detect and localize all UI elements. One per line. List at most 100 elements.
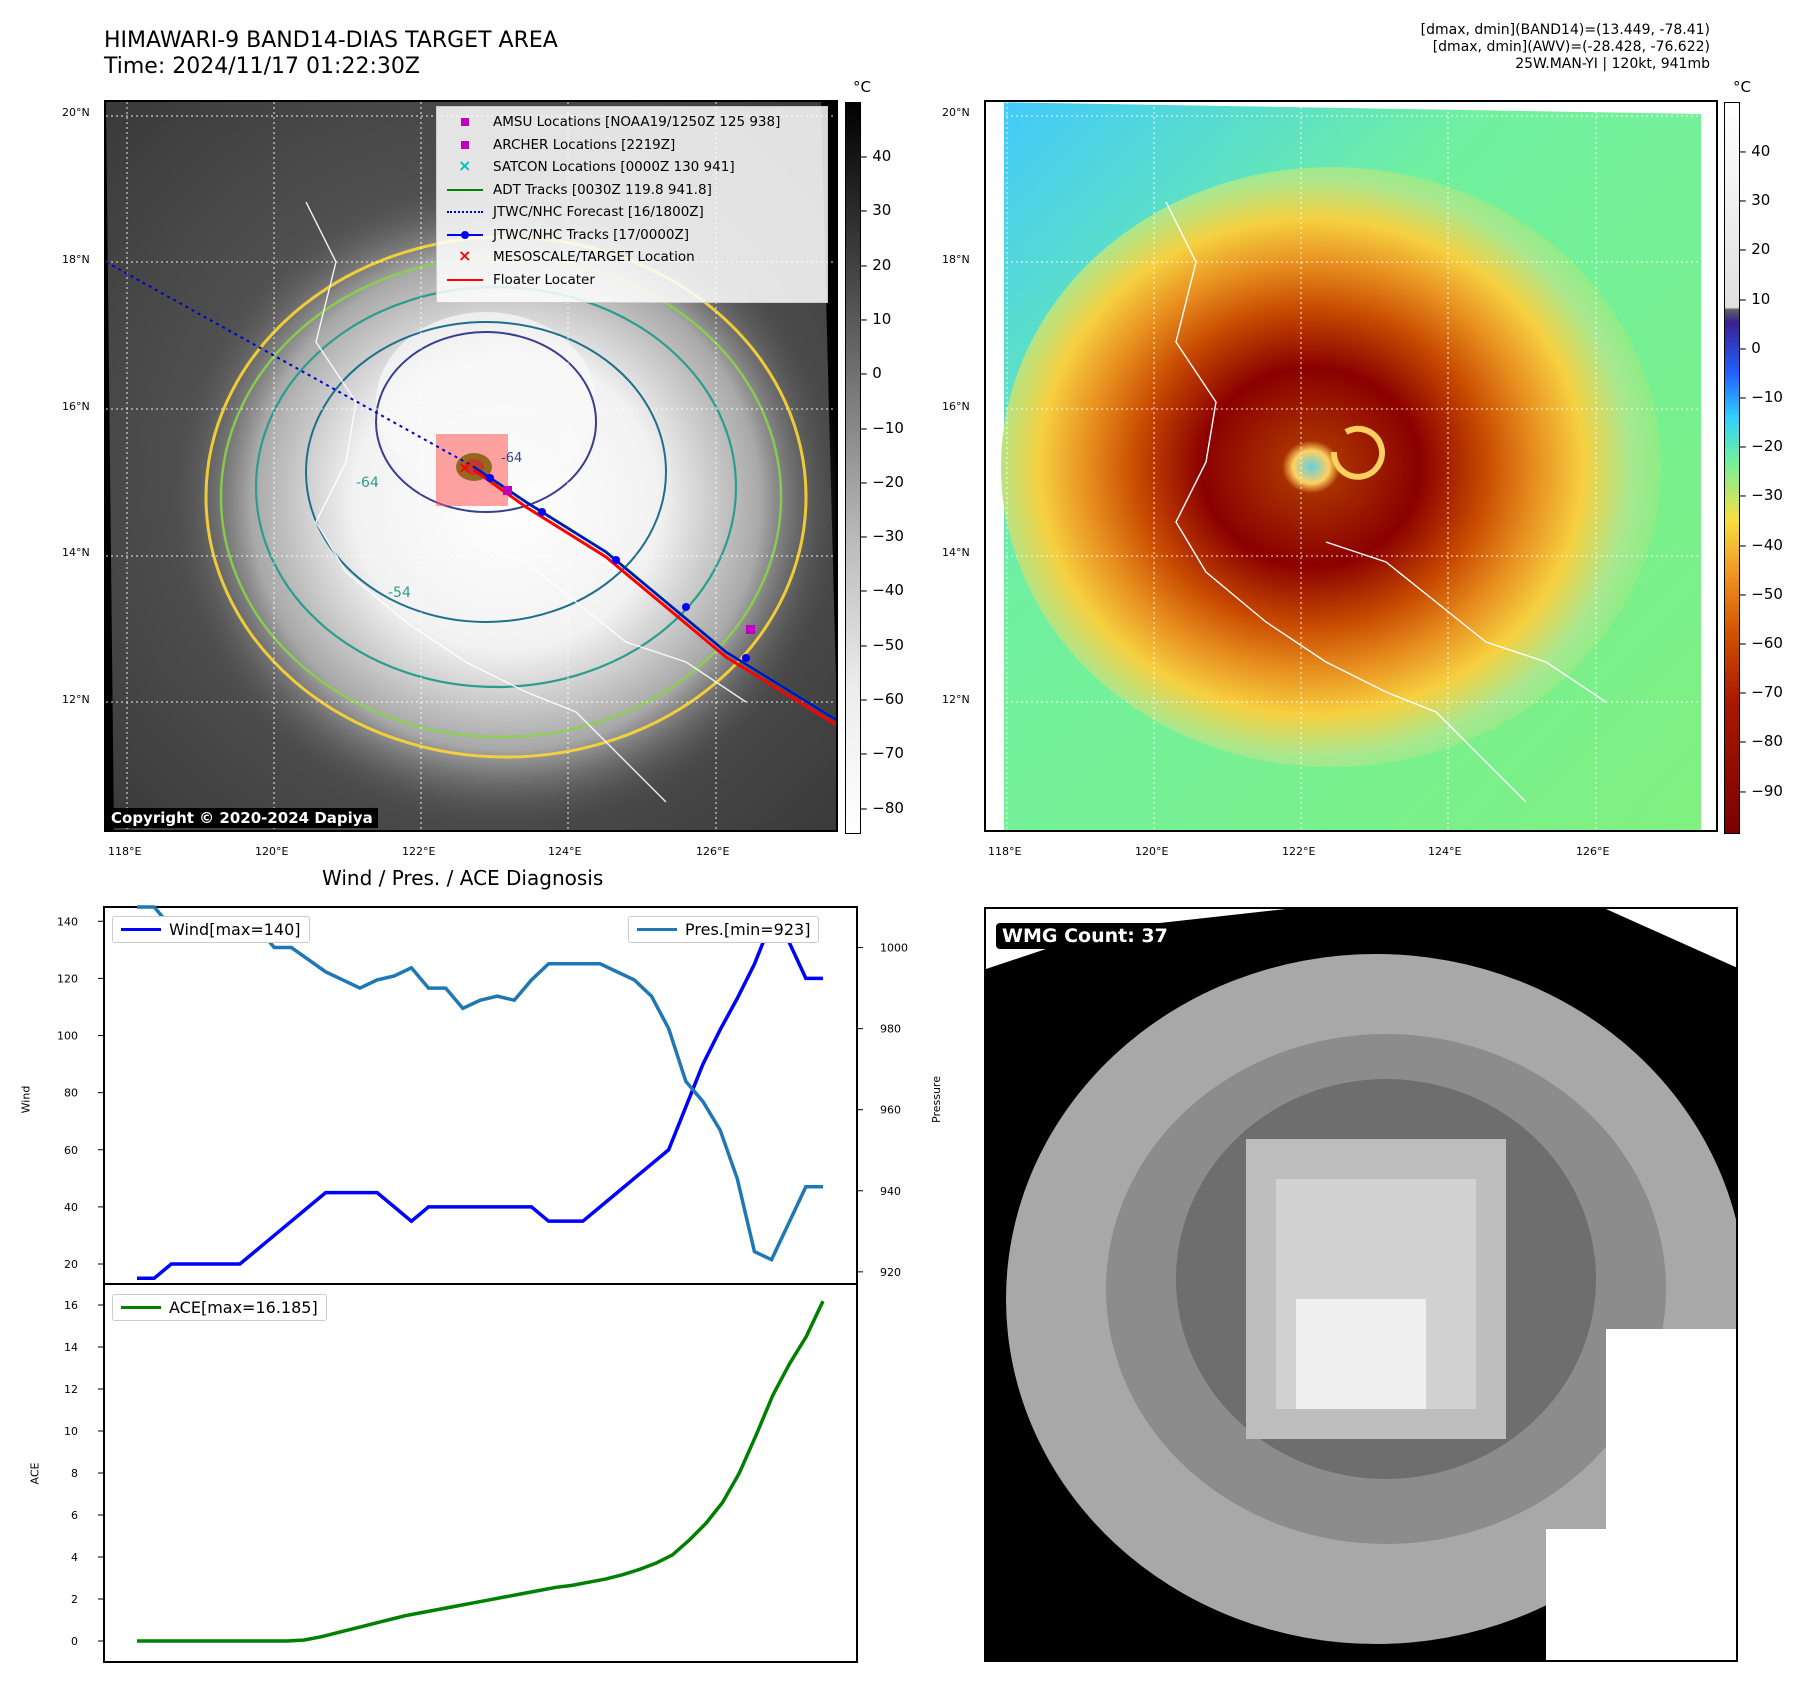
pressure-legend-line — [637, 928, 677, 931]
ir-map-panel: × -64 -54 -64 AMSU Locations [NOAA19/125… — [104, 100, 838, 832]
pressure-legend-label: Pres.[min=923] — [685, 920, 811, 939]
wind-tick-label: 140 — [57, 915, 78, 928]
contour-label-2: -54 — [388, 585, 411, 601]
pressure-tick-label: 940 — [880, 1185, 901, 1198]
colorbar-right-tick: – 10 — [1739, 289, 1771, 308]
amsu-marker — [746, 625, 755, 634]
lat-label-20n: 20°N — [62, 106, 90, 119]
map-legend-label: MESOSCALE/TARGET Location — [493, 249, 695, 265]
colorbar-left-tick: – 30 — [860, 201, 892, 220]
ace-legend-line — [121, 1306, 161, 1309]
floater-track — [473, 468, 836, 727]
wind-legend-label: Wind[max=140] — [169, 920, 301, 939]
info-line-2: [dmax, dmin](AWV)=(-28.428, -76.622) — [1432, 39, 1710, 55]
lat-label-14n: 14°N — [62, 546, 90, 559]
colorbar-left-tick: – −70 — [860, 744, 904, 763]
right-lon-label-122e: 122°E — [1282, 845, 1316, 858]
right-lat-label-20n: 20°N — [942, 106, 970, 119]
right-lat-label-16n: 16°N — [942, 400, 970, 413]
map-legend-item: × SATCON Locations [0000Z 130 941] — [445, 156, 819, 179]
info-line-3: 25W.MAN-YI | 120kt, 941mb — [1515, 56, 1710, 72]
map-legend-label: JTWC/NHC Forecast [16/1800Z] — [493, 204, 704, 220]
colorbar-right-tick: – 20 — [1739, 240, 1771, 259]
ace-legend-label: ACE[max=16.185] — [169, 1298, 318, 1317]
colorbar-right-tick: – 0 — [1739, 338, 1761, 357]
pressure-tick-label: 920 — [880, 1266, 901, 1279]
title-line-2: Time: 2024/11/17 01:22:30Z — [104, 54, 420, 79]
wind-tick-label: 80 — [64, 1087, 78, 1100]
ace-tick-label: 6 — [71, 1509, 78, 1522]
ace-tick-label: 2 — [71, 1593, 78, 1606]
map-legend-symbol — [445, 224, 485, 246]
ace-tick-label: 16 — [64, 1299, 78, 1312]
ace-tick-label: 14 — [64, 1341, 78, 1354]
target-x: × — [458, 458, 471, 477]
wmg-panel: WMG Count: 37 — [984, 907, 1738, 1662]
wind-pres-axes-frame — [103, 906, 858, 1285]
colorbar-right-tick: – −50 — [1739, 584, 1783, 603]
map-legend-item: AMSU Locations [NOAA19/1250Z 125 938] — [445, 111, 819, 134]
ace-legend: ACE[max=16.185] — [112, 1294, 327, 1321]
right-lat-label-12n: 12°N — [942, 693, 970, 706]
colorbar-left-tick: – −10 — [860, 418, 904, 437]
ace-axes-frame — [103, 1283, 858, 1663]
wind-axis-label: Wind — [19, 1085, 33, 1114]
lon-label-120e: 120°E — [255, 845, 289, 858]
map-legend-symbol — [445, 111, 485, 133]
map-legend-item: ARCHER Locations [2219Z] — [445, 134, 819, 157]
right-lon-label-126e: 126°E — [1576, 845, 1610, 858]
colorbar-right-tick: – −10 — [1739, 388, 1783, 406]
colorbar-left-tick: – −50 — [860, 635, 904, 654]
right-lon-label-118e: 118°E — [988, 845, 1022, 858]
figure-title: HIMAWARI-9 BAND14-DIAS TARGET AREA Time:… — [104, 28, 558, 80]
enhanced-map-image — [986, 102, 1716, 830]
right-lon-label-120e: 120°E — [1135, 845, 1169, 858]
ace-tick-label: 0 — [71, 1635, 78, 1648]
pressure-tick-label: 1000 — [880, 942, 908, 955]
ace-tick-label: 4 — [71, 1551, 78, 1564]
map-legend-item: ADT Tracks [0030Z 119.8 941.8] — [445, 179, 819, 202]
map-legend-label: SATCON Locations [0000Z 130 941] — [493, 159, 735, 175]
ace-series-line — [137, 1300, 825, 1643]
pressure-tick-label: 960 — [880, 1104, 901, 1117]
colorbar-left-tick: – −80 — [860, 798, 904, 817]
info-line-1: [dmax, dmin](BAND14)=(13.449, -78.41) — [1420, 22, 1710, 38]
colorbar-left — [845, 102, 861, 834]
contour-label-1: -64 — [356, 475, 379, 491]
map-legend-symbol — [445, 179, 485, 201]
right-lat-label-14n: 14°N — [942, 546, 970, 559]
wmg-count-badge: WMG Count: 37 — [996, 923, 1174, 949]
ace-axis-label: ACE — [28, 1462, 42, 1485]
lat-label-18n: 18°N — [62, 253, 90, 266]
wind-tick-label: 60 — [64, 1144, 78, 1157]
right-lon-label-124e: 124°E — [1428, 845, 1462, 858]
storm-info: [dmax, dmin](BAND14)=(13.449, -78.41) [d… — [1421, 22, 1710, 73]
colorbar-left-tick: – −20 — [860, 472, 904, 491]
colorbar-right — [1724, 102, 1740, 834]
colorbar-left-unit: °C — [853, 78, 871, 96]
map-legend-label: ADT Tracks [0030Z 119.8 941.8] — [493, 181, 712, 198]
map-legend: AMSU Locations [NOAA19/1250Z 125 938] ARC… — [436, 106, 828, 303]
archer-marker — [503, 486, 512, 495]
map-legend-symbol — [445, 134, 485, 156]
colorbar-right-tick: – −80 — [1739, 732, 1783, 751]
map-legend-symbol — [445, 201, 485, 223]
lon-label-124e: 124°E — [548, 845, 582, 858]
colorbar-right-tick: – 30 — [1739, 191, 1771, 210]
pressure-legend: Pres.[min=923] — [628, 916, 820, 943]
wind-series-line — [137, 917, 823, 1281]
colorbar-left-tick: – −30 — [860, 527, 904, 546]
copyright-label: Copyright © 2020-2024 Dapiya — [106, 808, 378, 828]
wmg-image — [986, 909, 1736, 1660]
contour-label-3: -64 — [501, 451, 522, 466]
wind-tick-label: 120 — [57, 972, 78, 985]
map-legend-symbol — [445, 269, 485, 291]
colorbar-right-unit: °C — [1733, 78, 1751, 96]
wind-tick-label: 100 — [57, 1030, 78, 1043]
title-line-1: HIMAWARI-9 BAND14-DIAS TARGET AREA — [104, 28, 558, 53]
pressure-axis-label: Pressure — [929, 1076, 943, 1123]
colorbar-right-tick: – 40 — [1739, 142, 1771, 160]
colorbar-left-tick: – 10 — [860, 309, 892, 328]
colorbar-right-tick: – −40 — [1739, 535, 1783, 554]
